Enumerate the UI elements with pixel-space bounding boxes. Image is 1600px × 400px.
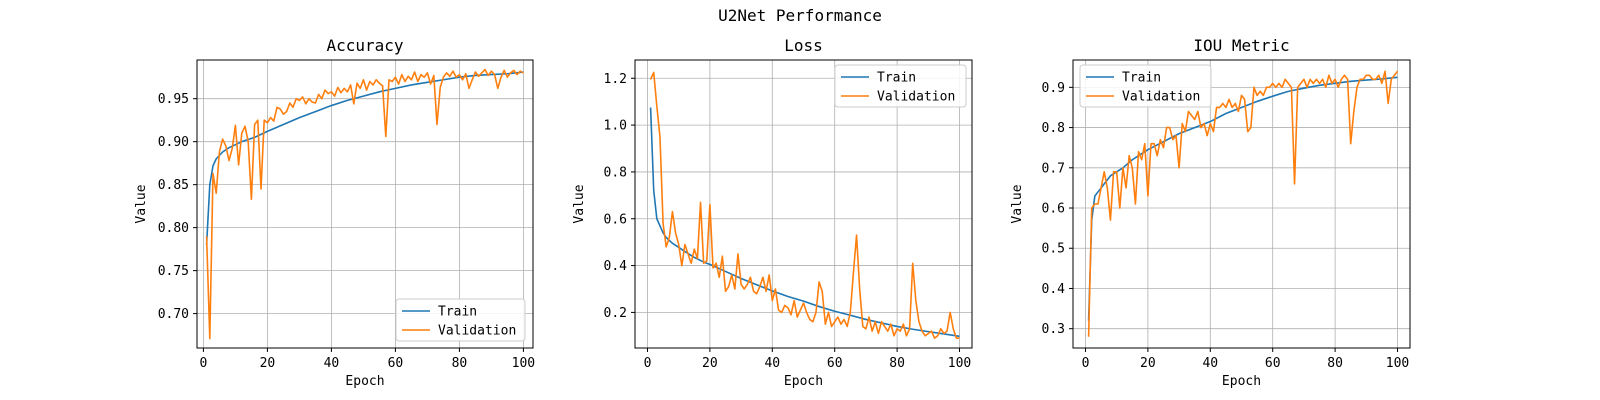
y-tick-label: 0.3: [1042, 322, 1065, 337]
y-tick-label: 0.5: [1042, 242, 1065, 257]
plot-frame: [1072, 59, 1411, 349]
y-tick-label: 0.4: [1042, 282, 1066, 297]
x-tick-label: 100: [1386, 356, 1409, 371]
x-tick-label: 0: [644, 356, 652, 371]
x-tick-label: 20: [702, 356, 718, 371]
y-tick-label: 0.85: [158, 178, 189, 193]
chart-title: IOU Metric: [1193, 36, 1289, 55]
legend-label-train: Train: [438, 305, 477, 320]
series-line-validation: [1087, 70, 1399, 337]
legend-label-validation: Validation: [877, 90, 955, 105]
x-axis-label: Epoch: [345, 374, 384, 389]
plot-frame: [196, 59, 534, 349]
y-axis-label: Value: [134, 184, 149, 223]
y-tick-label: 1.2: [604, 72, 627, 87]
accuracy-chart: 0 20 40 60 80 100 0.70 0.75 0.80 0.85 0.90 0.95 Accu…: [134, 36, 535, 389]
plot-frame: [634, 59, 973, 349]
x-axis-label: Epoch: [1222, 374, 1261, 389]
legend: Train Validation: [834, 64, 967, 108]
x-tick-label: 100: [948, 356, 971, 371]
x-tick-label: 0: [1082, 356, 1090, 371]
y-tick-label: 1.0: [604, 119, 627, 134]
y-tick-label: 0.8: [604, 165, 627, 180]
x-tick-label: 20: [260, 356, 276, 371]
x-axis-label: Epoch: [784, 374, 823, 389]
x-tick-label: 80: [1327, 356, 1343, 371]
chart-title: Accuracy: [326, 36, 403, 55]
x-tick-label: 40: [764, 356, 780, 371]
x-tick-label: 0: [199, 356, 207, 371]
x-tick-label: 60: [388, 356, 404, 371]
y-tick-label: 0.70: [158, 307, 189, 322]
y-tick-label: 0.2: [604, 306, 627, 321]
y-tick-label: 0.8: [1042, 121, 1065, 136]
x-tick-label: 20: [1140, 356, 1156, 371]
iou-metric-chart: 0 20 40 60 80 100 0.3 0.4 0.5 0.6 0.7 0.8 0.9 IOU Met…: [1010, 36, 1411, 389]
chart-title: Loss: [784, 36, 823, 55]
y-tick-label: 0.9: [1042, 81, 1065, 96]
y-tick-label: 0.4: [604, 259, 628, 274]
series-line-validation: [205, 68, 524, 340]
legend-label-validation: Validation: [1122, 90, 1200, 105]
y-tick-label: 0.6: [604, 212, 627, 227]
x-tick-label: 60: [827, 356, 843, 371]
legend-label-train: Train: [877, 71, 916, 86]
y-tick-label: 0.90: [158, 135, 189, 150]
y-tick-label: 0.6: [1042, 202, 1065, 217]
y-tick-label: 0.75: [158, 264, 189, 279]
legend: Train Validation: [1079, 64, 1212, 108]
y-tick-label: 0.7: [1042, 161, 1065, 176]
series-line-train: [205, 71, 524, 245]
x-tick-label: 60: [1265, 356, 1281, 371]
legend-label-validation: Validation: [438, 324, 516, 339]
y-axis-label: Value: [572, 184, 587, 223]
legend: Train Validation: [395, 298, 526, 342]
y-tick-label: 0.80: [158, 221, 189, 236]
loss-chart: 0 20 40 60 80 100 0.2 0.4 0.6 0.8 1.0 1.2 Loss Epoch V…: [572, 36, 973, 389]
x-tick-label: 40: [324, 356, 340, 371]
series-line-validation: [649, 71, 960, 339]
figure-title: U2Net Performance: [718, 6, 882, 25]
x-tick-label: 100: [512, 356, 535, 371]
x-tick-label: 40: [1202, 356, 1218, 371]
legend-label-train: Train: [1122, 71, 1161, 86]
y-axis-label: Value: [1010, 184, 1025, 223]
y-tick-label: 0.95: [158, 92, 189, 107]
x-tick-label: 80: [889, 356, 905, 371]
x-tick-label: 80: [452, 356, 468, 371]
